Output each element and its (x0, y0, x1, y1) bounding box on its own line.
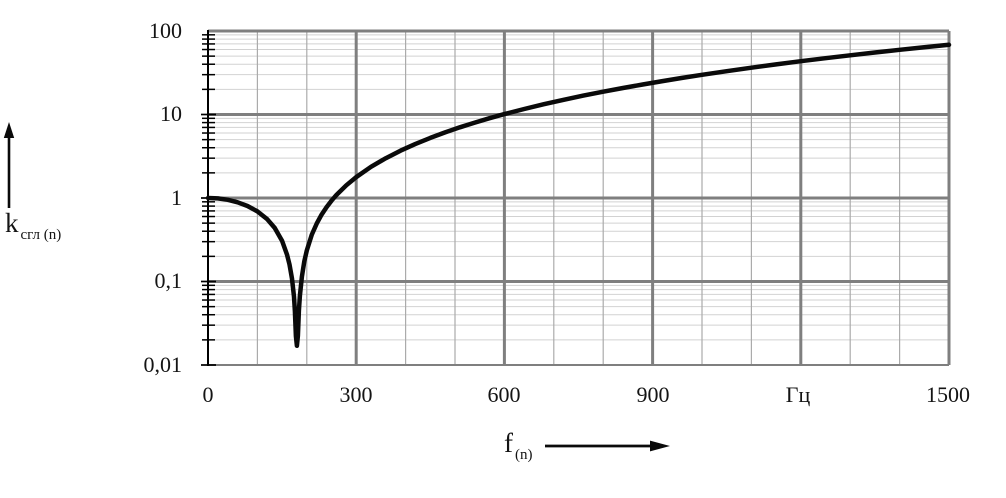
data-curve (205, 42, 952, 349)
x-axis-label-main: f (504, 428, 513, 458)
y-axis-label-subscript: сгл (n) (20, 227, 62, 243)
x-axis-unit-label: Гц (785, 382, 811, 407)
y-axis-label-main: k (5, 208, 19, 238)
y-tick-label-10: 10 (160, 101, 182, 126)
x-tick-label-300: 300 (339, 382, 373, 407)
x-tick-label-900: 900 (636, 382, 670, 407)
y-tick-label-100: 100 (149, 18, 182, 43)
y-axis-label: k сгл (n) (5, 208, 61, 243)
x-tick-label-600: 600 (487, 382, 521, 407)
x-tick-label-1500: 1500 (926, 382, 970, 407)
y-axis-arrow-icon (3, 122, 15, 208)
x-axis-label: f (n) (504, 428, 533, 463)
y-tick-label-0-01: 0,01 (143, 352, 183, 377)
x-tick-label-0: 0 (202, 382, 214, 407)
y-tick-label-0-1: 0,1 (154, 268, 183, 293)
y-tick-label-1: 1 (171, 185, 182, 210)
x-axis-label-subscript: (n) (515, 447, 533, 463)
x-axis-arrow-icon (545, 440, 670, 452)
